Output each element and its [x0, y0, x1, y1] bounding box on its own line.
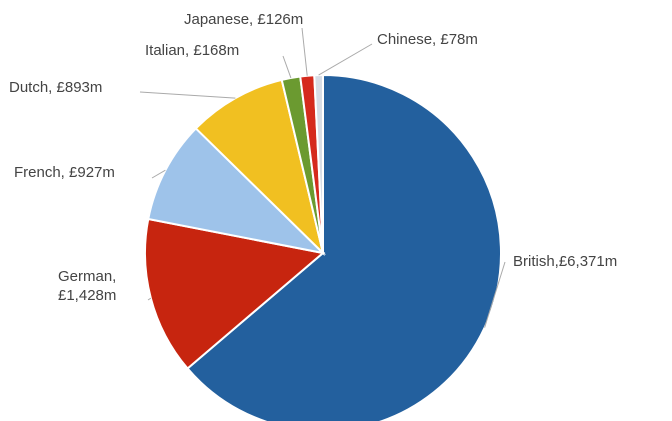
label-dutch: Dutch, £893m	[9, 79, 102, 96]
leader-line-japanese	[301, 27, 308, 76]
leader-line-british	[484, 261, 506, 328]
leader-line-italian	[282, 55, 292, 79]
label-french: French, £927m	[14, 164, 115, 181]
slice-labels: British,£6,371m German, £1,428m French, £…	[9, 11, 617, 304]
pie-slice-german	[144, 217, 326, 370]
leader-line-dutch	[139, 91, 236, 99]
leader-lines	[139, 27, 506, 328]
label-chinese: Chinese, £78m	[377, 31, 478, 48]
leader-line-french	[151, 169, 166, 179]
pie-slices	[144, 73, 502, 421]
label-german: German, £1,428m	[58, 268, 116, 304]
label-japanese: Japanese, £126m	[184, 11, 303, 28]
leader-line-chinese	[318, 43, 373, 76]
pie-slice-french	[147, 127, 327, 255]
label-italian: Italian, £168m	[145, 42, 239, 59]
label-british: British,£6,371m	[513, 253, 617, 270]
leader-line-german	[147, 297, 152, 301]
